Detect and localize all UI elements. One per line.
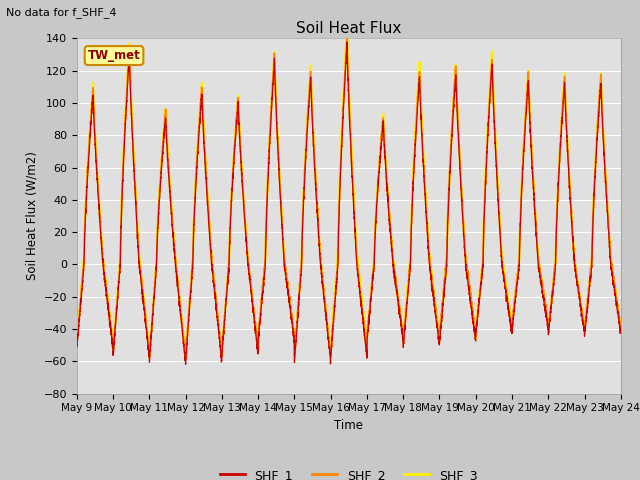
X-axis label: Time: Time xyxy=(334,419,364,432)
Text: TW_met: TW_met xyxy=(88,49,140,62)
Legend: SHF_1, SHF_2, SHF_3: SHF_1, SHF_2, SHF_3 xyxy=(214,464,483,480)
Title: Soil Heat Flux: Soil Heat Flux xyxy=(296,21,401,36)
Y-axis label: Soil Heat Flux (W/m2): Soil Heat Flux (W/m2) xyxy=(25,152,38,280)
Text: No data for f_SHF_4: No data for f_SHF_4 xyxy=(6,7,117,18)
